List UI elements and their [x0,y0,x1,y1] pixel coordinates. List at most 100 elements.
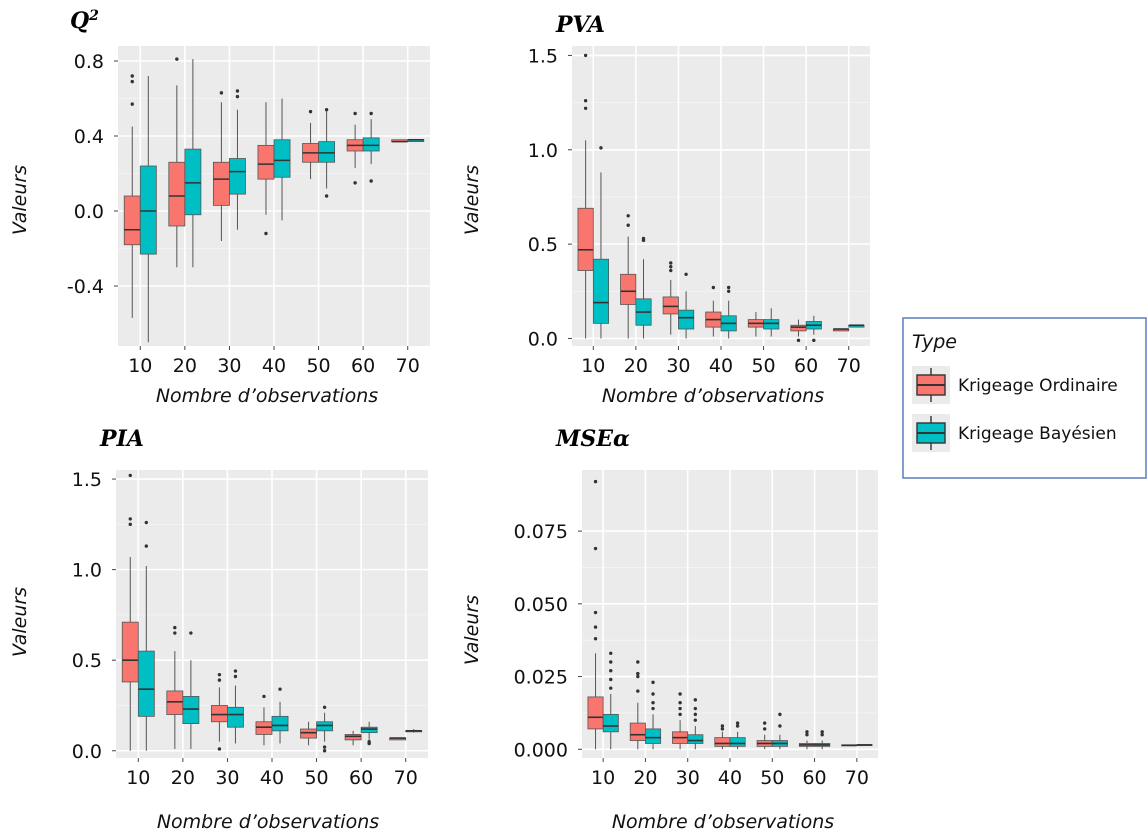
y-tick-label: 0.000 [514,739,568,761]
outlier-point [593,479,598,484]
box-ordinaire-20 [166,625,184,749]
outlier-point [322,749,327,753]
y-tick-label: 0.4 [74,126,104,148]
x-tick-label: 70 [394,767,418,789]
box-bayesien-10 [592,146,610,339]
x-tick-label: 50 [306,355,330,377]
box-body [139,165,157,255]
y-axis-label: Valeurs [9,587,31,657]
box-body [184,148,202,216]
legend-label: Krigeage Bayésien [958,424,1117,444]
outlier-point [651,706,655,711]
outlier-point [353,181,357,185]
y-tick-label: 0.5 [528,234,558,256]
outlier-point [636,674,640,679]
box-body [210,705,228,723]
box-bayesien-70 [856,744,873,747]
outlier-point [678,692,682,696]
box-ordinaire-10 [577,53,594,339]
outlier-point [684,272,688,277]
y-tick-label: 0.5 [72,650,102,672]
x-tick-label: 60 [349,767,373,789]
outlier-point [599,146,603,150]
outlier-point [636,689,640,693]
outlier-point [369,111,373,116]
outlier-point [353,111,357,116]
outlier-point [175,57,179,61]
x-tick-label: 40 [260,767,284,789]
outlier-point [669,268,673,273]
box-bayesien-10 [602,651,619,750]
box-bayesien-50 [318,108,336,198]
x-tick-label: 50 [304,767,328,789]
box-ordinaire-10 [123,74,141,318]
outlier-point [762,721,767,725]
outlier-point [219,91,224,95]
box-body [123,195,141,246]
panel-q2: Q2 Valeurs Nombre d’observations -0.4 0.0… [9,8,430,407]
outlier-point [233,669,238,673]
box-bayesien-20 [645,680,662,750]
x-tick-label: 70 [396,355,420,377]
box-body [729,737,746,747]
y-tick-label: 0.0 [528,328,558,350]
outlier-point [693,698,698,702]
x-axis-label: Nombre d’observations [602,385,824,407]
outlier-point [636,671,640,676]
box-ordinaire-70 [841,744,858,747]
box-body [255,721,273,735]
outlier-point [711,285,716,290]
outlier-point [322,745,327,749]
x-tick-label: 30 [666,355,690,377]
outlier-point [130,79,134,84]
x-tick-label: 50 [751,355,775,377]
box-body [629,722,646,741]
box-body [577,207,594,271]
box-body [316,721,334,732]
outlier-point [233,674,238,679]
box-ordinaire-20 [168,57,186,268]
outlier-point [173,625,177,630]
x-tick-label: 30 [676,767,700,789]
outlier-point [678,701,682,705]
x-tick-label: 70 [837,355,861,377]
box-bayesien-30 [687,698,704,750]
panel-pia: PIA Valeurs Nombre d’observations 0.0 0.5… [9,426,428,832]
box-bayesien-40 [273,98,291,221]
box-body [763,319,780,330]
box-body [182,696,200,724]
outlier-point [278,687,282,691]
legend: Type Krigeage Ordinaire Krigeage Bayésie… [902,317,1147,479]
outlier-point [778,724,782,728]
outlier-point [720,727,725,731]
outlier-point [128,522,132,527]
outlier-point [726,285,731,290]
box-bayesien-70 [405,729,423,733]
outlier-point [762,727,767,731]
box-bayesien-10 [139,76,157,343]
box-body [273,139,291,178]
box-body [645,728,662,744]
outlier-point [593,637,598,641]
box-body [166,690,184,715]
box-bayesien-50 [763,308,780,337]
x-tick-label: 40 [718,767,742,789]
legend-title: Type [912,331,957,353]
box-bayesien-60 [362,111,380,183]
box-body [300,728,317,739]
outlier-point [778,712,782,717]
outlier-point [235,89,240,93]
box-bayesien-60 [360,721,378,746]
outlier-point [324,108,329,112]
y-tick-label: 0.050 [514,594,568,616]
x-tick-label: 50 [760,767,784,789]
box-body [790,324,807,332]
outlier-point [796,338,801,343]
box-ordinaire-70 [389,737,407,741]
outlier-point [235,94,240,99]
outlier-point [367,739,371,744]
outlier-point [369,179,373,183]
outlier-point [651,701,655,705]
outlier-point [626,214,630,218]
